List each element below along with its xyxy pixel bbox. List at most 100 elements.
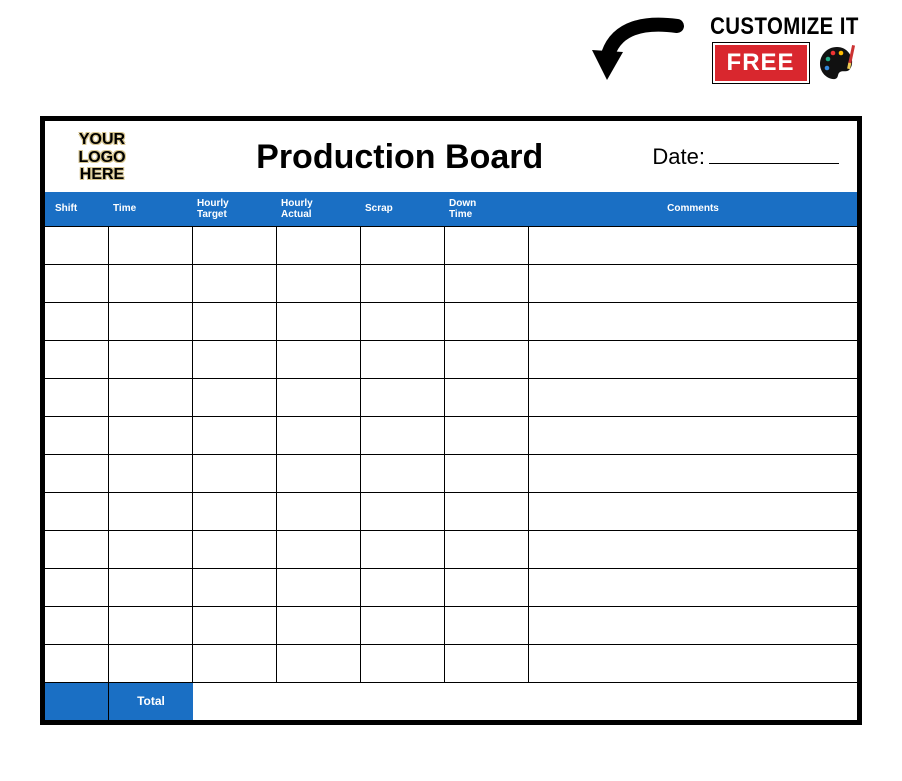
cell: [277, 645, 361, 682]
free-badge: FREE: [713, 43, 809, 83]
cell: [109, 569, 193, 606]
palette-icon: [817, 43, 857, 83]
data-row: [45, 644, 857, 682]
cell: [277, 569, 361, 606]
cell: [193, 265, 277, 302]
col-time: Time: [109, 192, 193, 226]
board-header: YOUR LOGO HERE Production Board Date:: [45, 121, 857, 192]
cell: [361, 569, 445, 606]
cell: [277, 303, 361, 340]
cell: [529, 531, 857, 568]
cell: [529, 607, 857, 644]
cell: [277, 417, 361, 454]
logo-line3: HERE: [80, 166, 124, 184]
cell: [45, 379, 109, 416]
cell: [45, 607, 109, 644]
cell: [45, 341, 109, 378]
data-row: [45, 568, 857, 606]
cell: [109, 341, 193, 378]
cell: [361, 417, 445, 454]
col-hourly-target: Hourly Target: [193, 192, 277, 226]
data-row: [45, 340, 857, 378]
data-row: [45, 264, 857, 302]
cell: [193, 493, 277, 530]
cell: [529, 379, 857, 416]
arrow-icon: [557, 8, 687, 88]
cell: [445, 417, 529, 454]
logo-line1: YOUR: [79, 131, 125, 149]
total-rest: [193, 683, 857, 720]
total-label: Total: [109, 683, 193, 720]
cell: [529, 493, 857, 530]
cell: [277, 455, 361, 492]
cell: [445, 265, 529, 302]
data-row: [45, 454, 857, 492]
cell: [45, 493, 109, 530]
cell: [277, 265, 361, 302]
data-row: [45, 226, 857, 264]
cell: [193, 455, 277, 492]
cell: [361, 379, 445, 416]
data-row: [45, 492, 857, 530]
customize-it-label: CUSTOMIZE IT: [710, 13, 859, 41]
data-row: [45, 302, 857, 340]
cell: [529, 227, 857, 264]
cell: [445, 341, 529, 378]
cell: [193, 227, 277, 264]
cell: [529, 417, 857, 454]
cell: [529, 455, 857, 492]
grid-body: [45, 226, 857, 682]
cell: [109, 493, 193, 530]
cell: [529, 265, 857, 302]
cell: [529, 341, 857, 378]
col-comments: Comments: [529, 192, 857, 226]
cell: [109, 265, 193, 302]
cell: [361, 227, 445, 264]
cell: [361, 265, 445, 302]
cell: [445, 607, 529, 644]
cell: [277, 493, 361, 530]
cell: [529, 303, 857, 340]
logo-placeholder: YOUR LOGO HERE: [57, 131, 147, 184]
cell: [109, 227, 193, 264]
cell: [361, 531, 445, 568]
data-row: [45, 416, 857, 454]
cell: [193, 379, 277, 416]
total-blank-cell: [45, 683, 109, 720]
cell: [109, 303, 193, 340]
cell: [445, 645, 529, 682]
cell: [45, 455, 109, 492]
cell: [193, 607, 277, 644]
cell: [45, 569, 109, 606]
cell: [445, 493, 529, 530]
cell: [529, 645, 857, 682]
cell: [193, 417, 277, 454]
cell: [445, 303, 529, 340]
cell: [109, 645, 193, 682]
cell: [277, 607, 361, 644]
cell: [277, 531, 361, 568]
cell: [45, 303, 109, 340]
cell: [445, 379, 529, 416]
cell: [529, 569, 857, 606]
board-title: Production Board: [147, 138, 652, 177]
cell: [361, 493, 445, 530]
total-row: Total: [45, 682, 857, 720]
cell: [45, 645, 109, 682]
cell: [109, 531, 193, 568]
cell: [193, 569, 277, 606]
data-row: [45, 378, 857, 416]
date-label: Date:: [652, 144, 705, 170]
cell: [445, 569, 529, 606]
date-underline: [709, 146, 839, 164]
cell: [193, 645, 277, 682]
cell: [45, 417, 109, 454]
cell: [109, 607, 193, 644]
data-row: [45, 530, 857, 568]
cell: [277, 227, 361, 264]
cell: [193, 303, 277, 340]
cell: [45, 227, 109, 264]
cell: [445, 227, 529, 264]
cell: [277, 379, 361, 416]
promo-banner: CUSTOMIZE IT FREE: [0, 0, 902, 96]
